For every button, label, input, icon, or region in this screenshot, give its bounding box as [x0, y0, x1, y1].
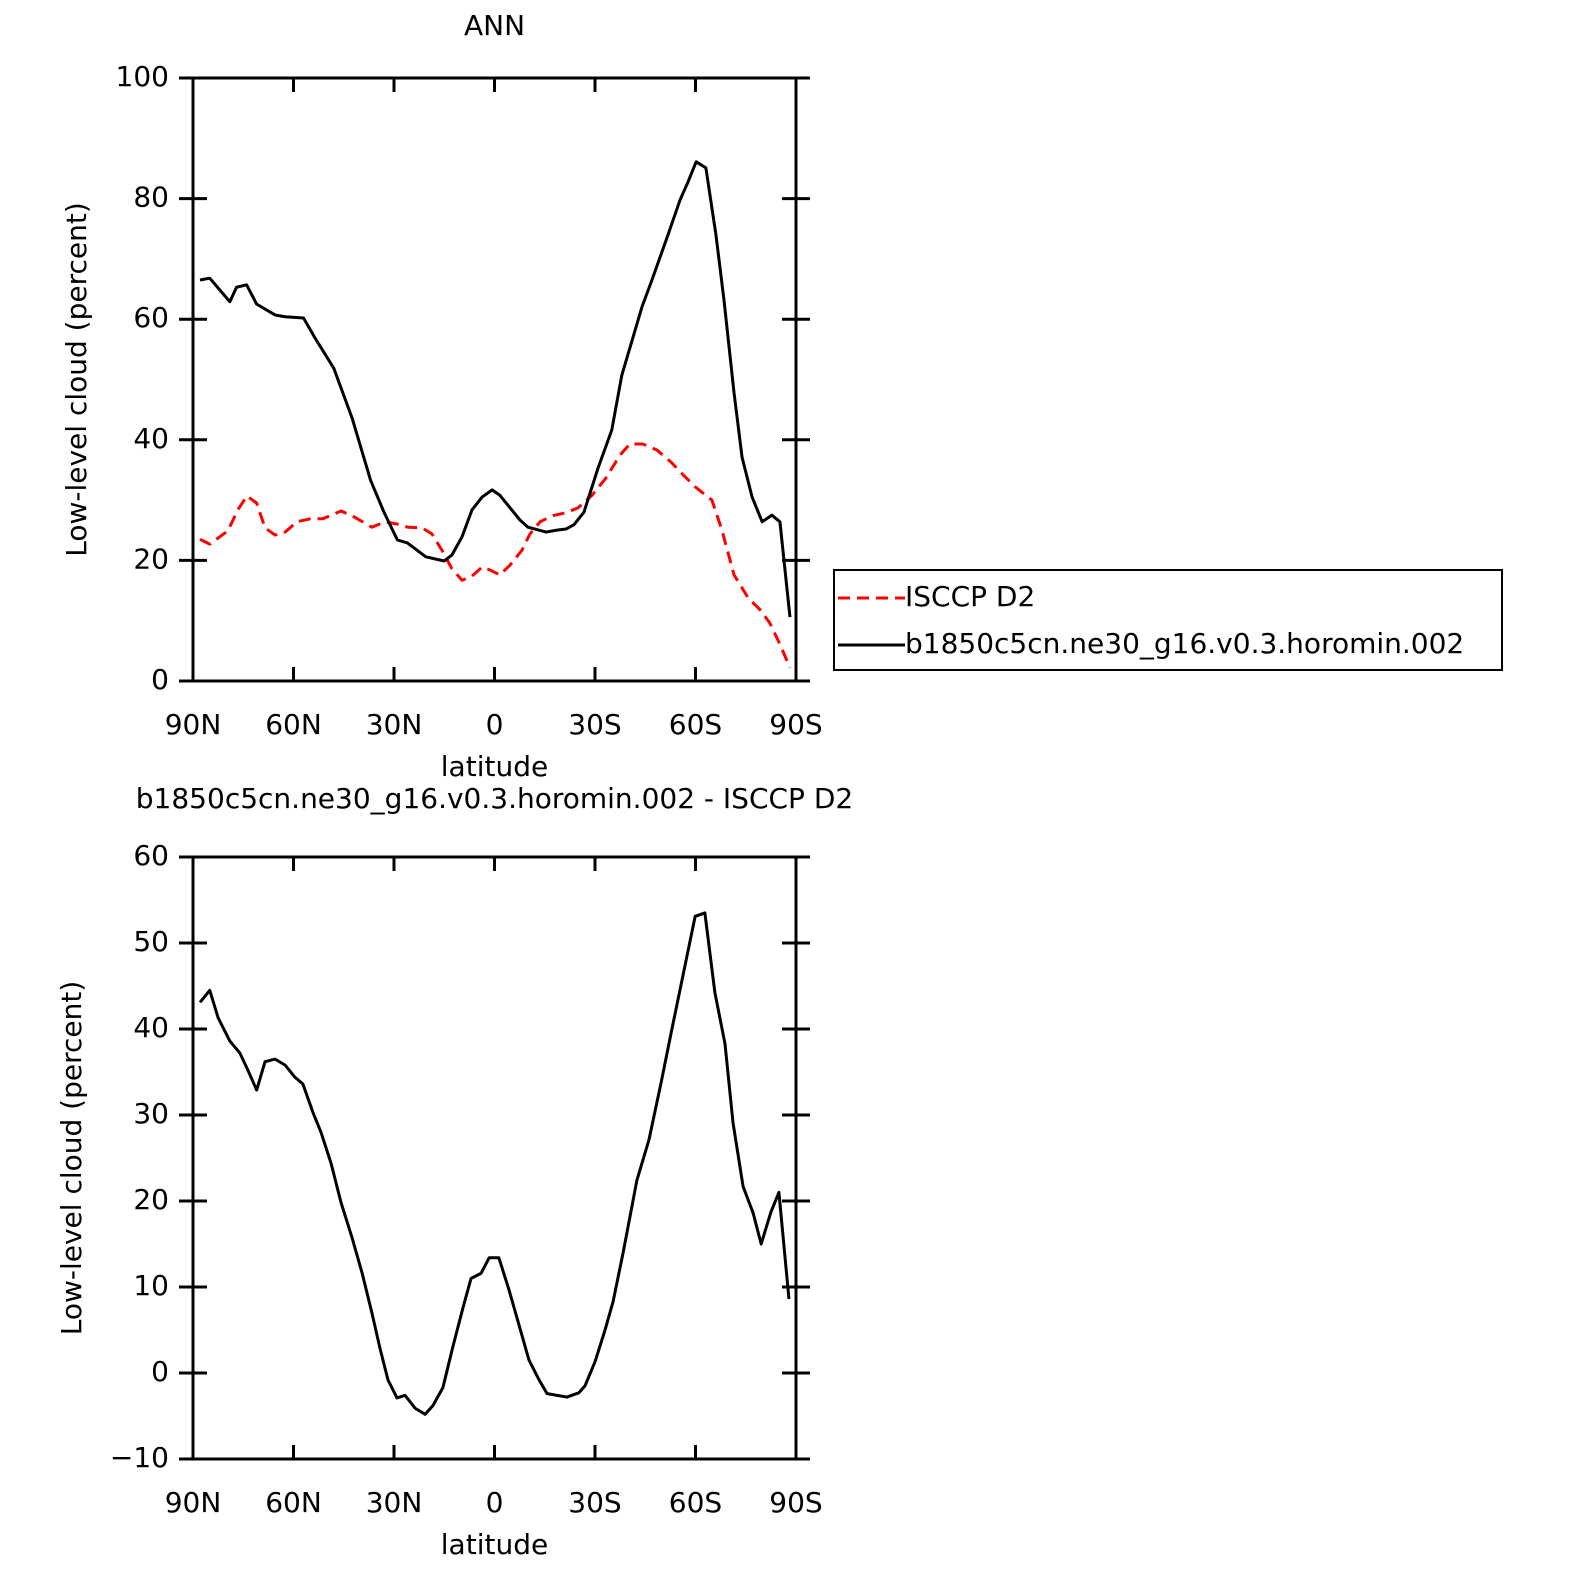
y-tick-label: 100	[116, 60, 169, 93]
y-tick-label: 20	[133, 542, 169, 575]
x-tick-label: 30N	[366, 708, 423, 741]
y-tick-label: 30	[133, 1097, 169, 1130]
x-axis-label: latitude	[441, 750, 548, 783]
chart-title: ANN	[464, 9, 525, 42]
x-tick-label: 90S	[769, 708, 822, 741]
plot-frame	[191, 76, 798, 683]
y-tick-label: 40	[133, 1011, 169, 1044]
chart-title: b1850c5cn.ne30_g16.v0.3.horomin.002 - IS…	[136, 782, 853, 815]
x-axis-label: latitude	[441, 1528, 548, 1561]
y-tick-label: 60	[133, 839, 169, 872]
legend-box	[833, 569, 1503, 671]
y-axis-label: Low-level cloud (percent)	[55, 981, 88, 1336]
data-line	[199, 442, 792, 669]
y-tick-label: 80	[133, 181, 169, 214]
x-tick-label: 0	[486, 708, 504, 741]
x-tick-label: 0	[486, 1486, 504, 1519]
x-tick-label: 90S	[769, 1486, 822, 1519]
x-tick-label: 30N	[366, 1486, 423, 1519]
x-tick-label: 30S	[568, 708, 621, 741]
legend-label: ISCCP D2	[905, 580, 1035, 613]
data-line	[198, 911, 791, 1416]
x-tick-label: 90N	[165, 708, 222, 741]
y-tick-label: 0	[151, 663, 169, 696]
y-axis-label: Low-level cloud (percent)	[60, 202, 93, 557]
x-tick-label: 90N	[165, 1486, 222, 1519]
y-tick-label: 0	[151, 1355, 169, 1388]
y-tick-label: 60	[133, 301, 169, 334]
data-line	[199, 160, 792, 618]
x-tick-label: 60S	[669, 1486, 722, 1519]
x-tick-label: 60N	[265, 1486, 322, 1519]
y-tick-label: 50	[133, 925, 169, 958]
legend-label: b1850c5cn.ne30_g16.v0.3.horomin.002	[905, 627, 1464, 660]
y-tick-label: 40	[133, 422, 169, 455]
x-tick-label: 60S	[669, 708, 722, 741]
x-tick-label: 30S	[568, 1486, 621, 1519]
y-tick-label: 20	[133, 1183, 169, 1216]
y-tick-label: −10	[110, 1441, 169, 1474]
y-tick-label: 10	[133, 1269, 169, 1302]
x-tick-label: 60N	[265, 708, 322, 741]
plot-frame	[191, 855, 798, 1461]
